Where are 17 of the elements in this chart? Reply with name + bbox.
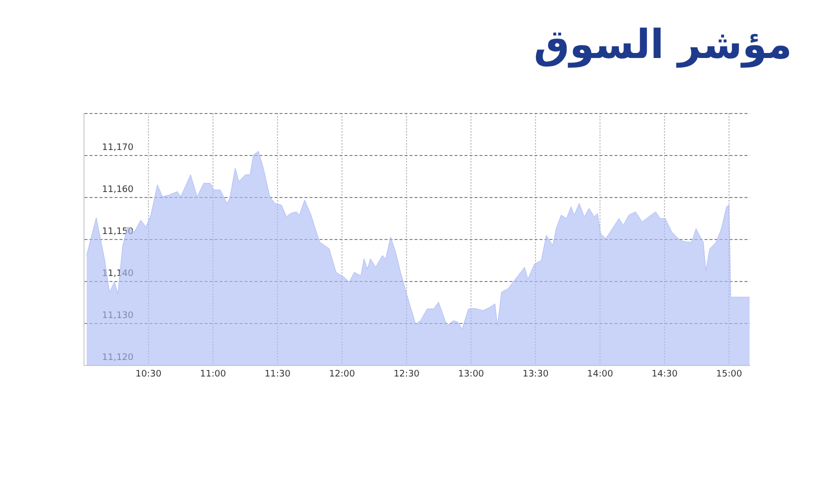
x-tick-label: 13:00 xyxy=(458,369,484,380)
chart-title: مؤشر السوق xyxy=(534,22,792,68)
x-tick-label: 13:30 xyxy=(522,369,549,380)
x-tick-label: 12:00 xyxy=(329,369,356,380)
x-tick-label: 15:00 xyxy=(716,369,742,380)
y-tick-label: 11,140 xyxy=(102,268,134,279)
x-tick-label: 14:00 xyxy=(587,369,614,380)
x-tick-label: 11:00 xyxy=(200,369,226,380)
y-tick-label: 11,160 xyxy=(102,184,134,195)
y-tick-label: 11,170 xyxy=(102,142,134,153)
x-tick-label: 11:30 xyxy=(264,369,291,380)
y-tick-label: 11,150 xyxy=(102,226,134,237)
x-tick-label: 10:30 xyxy=(136,369,162,380)
x-tick-label: 12:30 xyxy=(394,369,420,380)
y-tick-label: 11,130 xyxy=(102,310,134,321)
x-tick-label: 14:30 xyxy=(652,369,678,380)
y-tick-label: 11,120 xyxy=(102,352,134,363)
